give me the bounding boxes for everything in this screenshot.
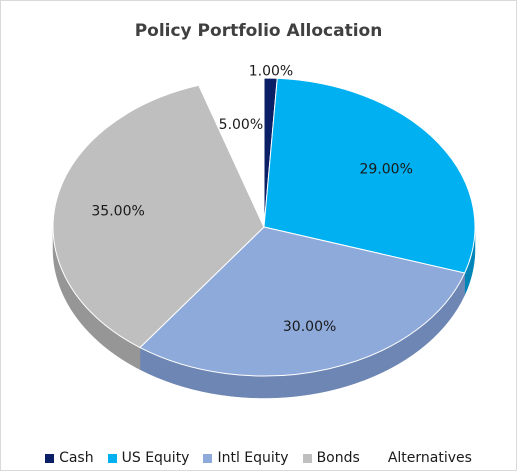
data-label-cash: 1.00% <box>249 64 293 80</box>
legend-item-bonds: Bonds <box>302 450 360 466</box>
legend-swatch <box>107 453 117 463</box>
legend: Cash US Equity Intl Equity Bonds Alternative… <box>1 450 516 466</box>
slice-bonds <box>52 84 265 349</box>
legend-label: US Equity <box>121 450 190 466</box>
legend-label: Alternatives <box>387 450 472 466</box>
legend-label: Intl Equity <box>217 450 289 466</box>
legend-item-cash: Cash <box>45 450 94 466</box>
legend-label: Bonds <box>316 450 360 466</box>
data-label-intl-equity: 30.00% <box>283 319 336 335</box>
legend-item-alternatives: Alternatives <box>373 450 472 466</box>
chart-title: Policy Portfolio Allocation <box>134 21 383 41</box>
legend-item-intl-equity: Intl Equity <box>203 450 289 466</box>
legend-item-us-equity: US Equity <box>107 450 190 466</box>
data-label-bonds: 35.00% <box>91 204 144 220</box>
slice-us-equity <box>263 77 476 274</box>
legend-swatch <box>373 453 383 463</box>
data-label-alternatives: 5.00% <box>219 117 263 133</box>
legend-swatch <box>302 453 312 463</box>
legend-swatch <box>203 453 213 463</box>
data-label-us-equity: 29.00% <box>360 161 413 177</box>
legend-swatch <box>45 453 55 463</box>
slice-intl-equity <box>139 226 466 377</box>
legend-label: Cash <box>59 450 94 466</box>
slice-alternatives <box>198 77 265 228</box>
